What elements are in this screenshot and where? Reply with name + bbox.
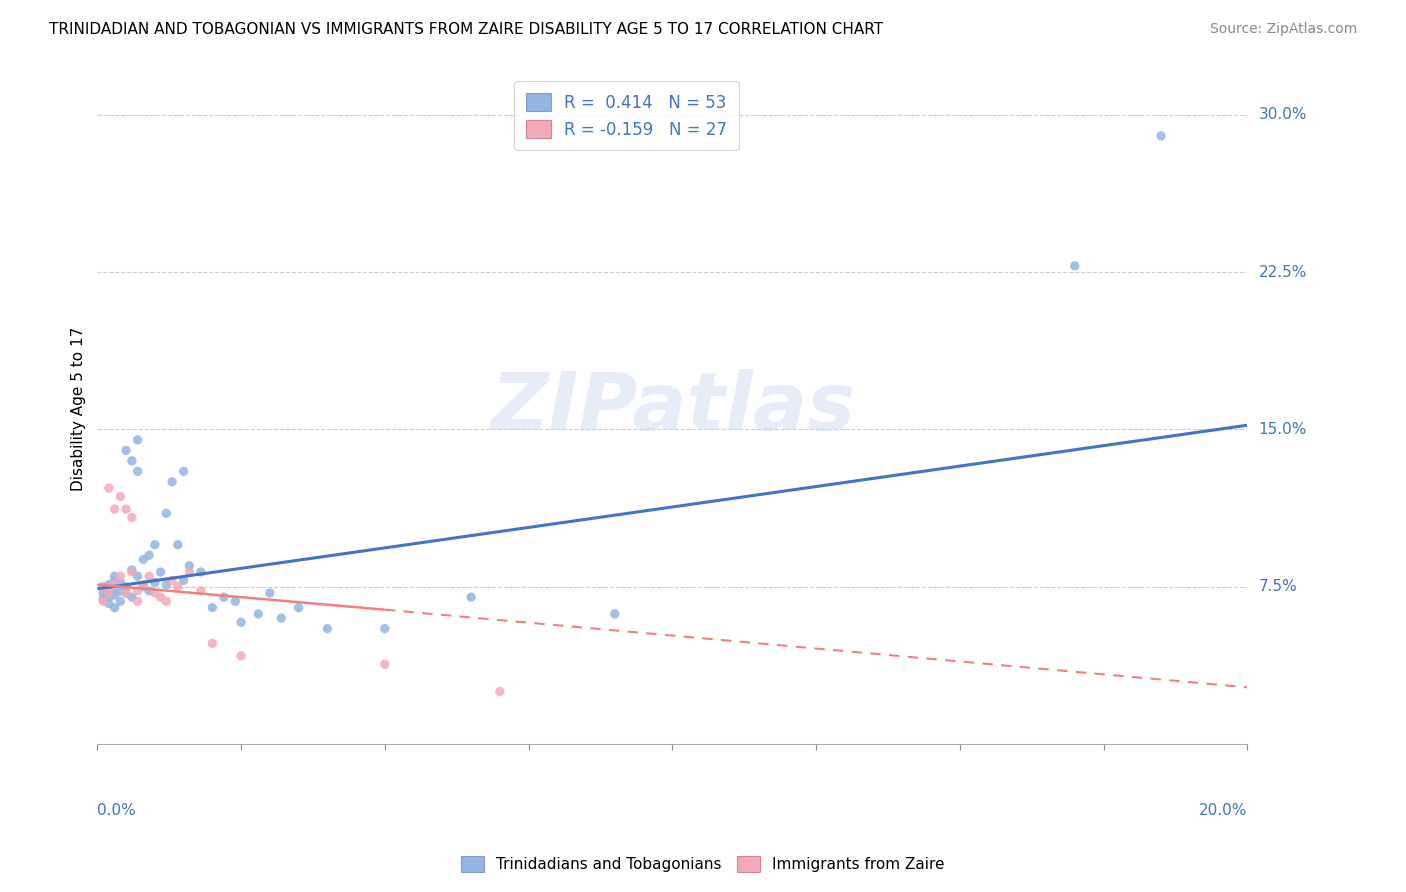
Point — [110, 583, 132, 598]
Point — [190, 565, 212, 579]
Point — [115, 580, 138, 594]
Point — [104, 569, 127, 583]
Point — [201, 636, 224, 650]
Point — [127, 594, 149, 608]
Point — [138, 569, 160, 583]
Point — [259, 586, 281, 600]
Point — [127, 569, 149, 583]
Point — [115, 443, 138, 458]
Point — [97, 586, 120, 600]
Point — [110, 490, 132, 504]
Y-axis label: Disability Age 5 to 17: Disability Age 5 to 17 — [72, 326, 86, 491]
Point — [179, 565, 201, 579]
Point — [121, 454, 143, 468]
Point — [374, 657, 396, 672]
Point — [97, 577, 120, 591]
Point — [224, 594, 246, 608]
Legend: R =  0.414   N = 53, R = -0.159   N = 27: R = 0.414 N = 53, R = -0.159 N = 27 — [515, 81, 738, 151]
Point — [488, 684, 510, 698]
Point — [270, 611, 292, 625]
Point — [121, 565, 143, 579]
Point — [91, 586, 114, 600]
Point — [160, 574, 183, 588]
Point — [97, 597, 120, 611]
Point — [149, 565, 172, 579]
Point — [115, 502, 138, 516]
Text: Source: ZipAtlas.com: Source: ZipAtlas.com — [1209, 22, 1357, 37]
Point — [115, 586, 138, 600]
Text: ZIPatlas: ZIPatlas — [489, 369, 855, 448]
Point — [155, 506, 177, 520]
Point — [132, 577, 155, 591]
Point — [132, 580, 155, 594]
Point — [143, 538, 166, 552]
Point — [247, 607, 270, 621]
Text: 22.5%: 22.5% — [1258, 265, 1308, 280]
Point — [173, 574, 195, 588]
Point — [1063, 259, 1085, 273]
Text: 0.0%: 0.0% — [97, 803, 136, 818]
Point — [160, 475, 183, 489]
Point — [115, 586, 138, 600]
Point — [91, 594, 114, 608]
Point — [374, 622, 396, 636]
Point — [104, 600, 127, 615]
Point — [127, 433, 149, 447]
Text: 7.5%: 7.5% — [1258, 579, 1298, 594]
Point — [229, 648, 252, 663]
Point — [460, 590, 482, 604]
Point — [91, 592, 114, 607]
Point — [104, 502, 127, 516]
Point — [173, 464, 195, 478]
Point — [104, 574, 127, 588]
Point — [201, 600, 224, 615]
Point — [110, 575, 132, 590]
Point — [97, 481, 120, 495]
Point — [155, 594, 177, 608]
Point — [121, 563, 143, 577]
Point — [212, 590, 235, 604]
Point — [110, 594, 132, 608]
Point — [97, 590, 120, 604]
Point — [166, 580, 188, 594]
Point — [138, 583, 160, 598]
Point — [149, 590, 172, 604]
Point — [110, 569, 132, 583]
Point — [91, 580, 114, 594]
Point — [127, 464, 149, 478]
Point — [127, 583, 149, 598]
Point — [104, 582, 127, 596]
Text: 15.0%: 15.0% — [1258, 422, 1308, 437]
Point — [121, 510, 143, 524]
Text: 30.0%: 30.0% — [1258, 107, 1308, 122]
Point — [603, 607, 626, 621]
Point — [190, 583, 212, 598]
Point — [132, 552, 155, 566]
Legend: Trinidadians and Tobagonians, Immigrants from Zaire: Trinidadians and Tobagonians, Immigrants… — [454, 848, 952, 880]
Point — [143, 575, 166, 590]
Point — [155, 577, 177, 591]
Point — [104, 577, 127, 591]
Point — [143, 586, 166, 600]
Point — [1150, 128, 1173, 143]
Point — [91, 580, 114, 594]
Point — [287, 600, 309, 615]
Point — [229, 615, 252, 630]
Point — [316, 622, 339, 636]
Text: TRINIDADIAN AND TOBAGONIAN VS IMMIGRANTS FROM ZAIRE DISABILITY AGE 5 TO 17 CORRE: TRINIDADIAN AND TOBAGONIAN VS IMMIGRANTS… — [49, 22, 883, 37]
Text: 20.0%: 20.0% — [1199, 803, 1247, 818]
Point — [97, 583, 120, 598]
Point — [104, 588, 127, 602]
Point — [166, 538, 188, 552]
Point — [138, 548, 160, 562]
Point — [179, 558, 201, 573]
Point — [121, 590, 143, 604]
